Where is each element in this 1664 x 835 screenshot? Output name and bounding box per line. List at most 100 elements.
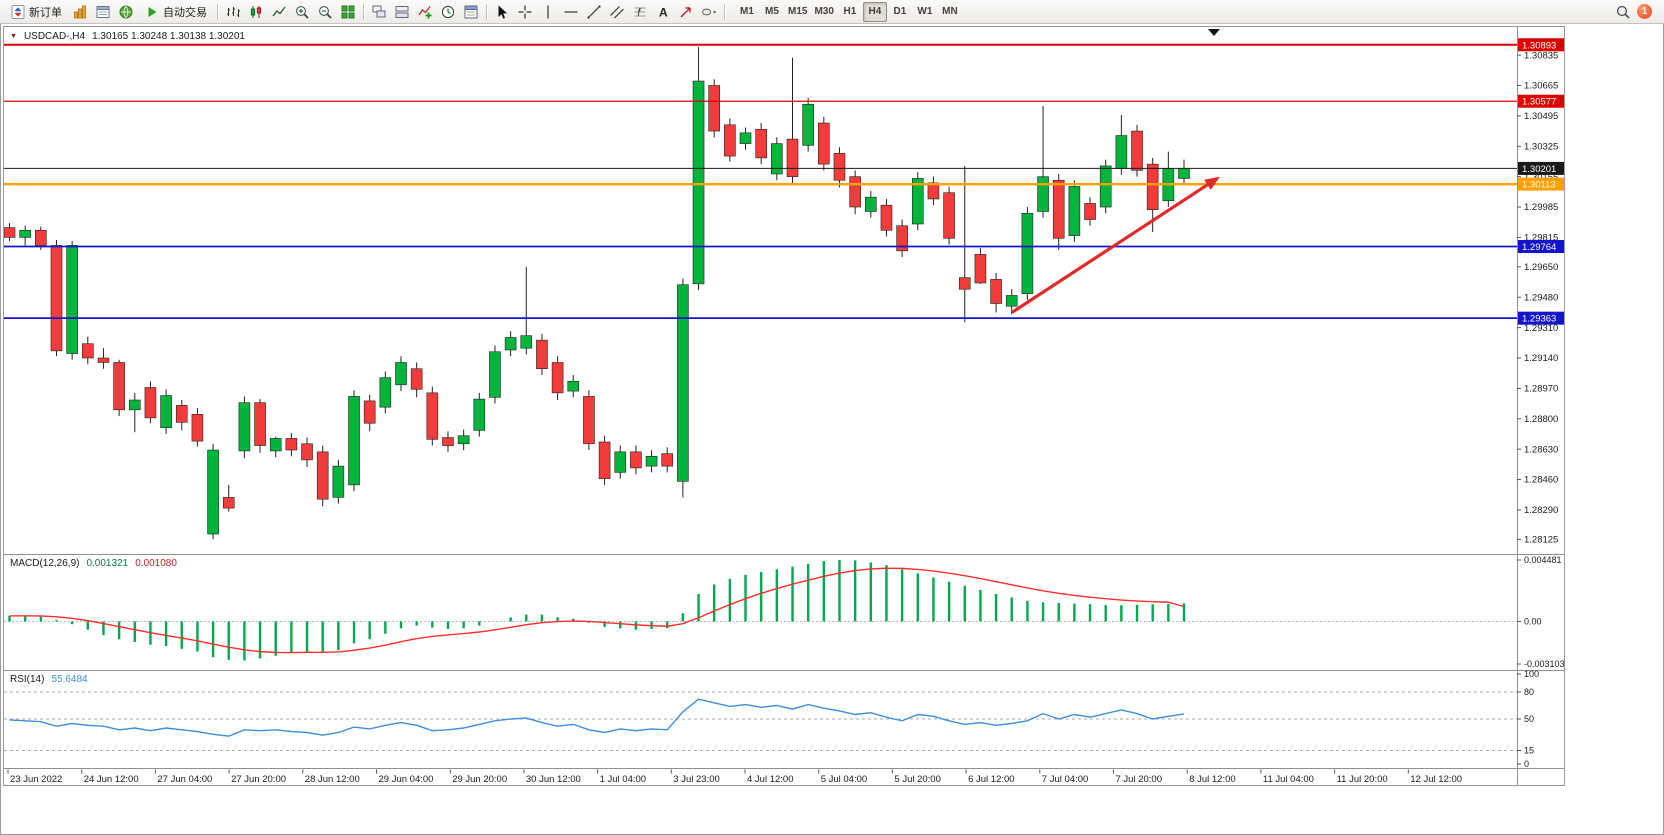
bull-candle <box>692 80 705 285</box>
time-tick-label: 12 Jul 12:00 <box>1410 774 1462 785</box>
svg-text:f: f <box>638 7 642 18</box>
timeframe-button-mn[interactable]: MN <box>938 2 962 22</box>
bar-chart-mode-button[interactable] <box>222 2 244 22</box>
timeframe-button-m30[interactable]: M30 <box>811 2 836 22</box>
timeframe-button-m1[interactable]: M1 <box>735 2 759 22</box>
time-tick-label: 6 Jul 12:00 <box>968 774 1014 785</box>
search-icon <box>1616 5 1630 19</box>
bear-candle <box>833 153 846 181</box>
cascade-icon <box>372 5 386 17</box>
bull-candle <box>238 402 251 452</box>
chart-shift-marker-icon[interactable] <box>1208 29 1220 36</box>
rsi-scale-label: 15 <box>1524 746 1534 756</box>
toolbar: 新订单 自动交易 <box>0 0 1664 24</box>
bear-candle <box>35 229 47 246</box>
timeframe-button-m15[interactable]: M15 <box>785 2 810 22</box>
toolbar-separator <box>217 3 218 20</box>
cascade-windows-button[interactable] <box>368 2 390 22</box>
bear-candle <box>50 245 63 352</box>
timeframe-button-h4[interactable]: H4 <box>862 1 887 22</box>
price-tick-label: 1.29480 <box>1524 292 1558 303</box>
timeframe-button-m5[interactable]: M5 <box>760 2 784 22</box>
trend-arrow[interactable] <box>1011 176 1220 314</box>
bear-candle <box>551 362 564 394</box>
fibonacci-tool-button[interactable]: f <box>629 2 651 22</box>
timeframe-button-h1[interactable]: H1 <box>838 2 862 22</box>
bull-candle <box>645 455 658 467</box>
zoom-in-icon <box>296 5 309 19</box>
bear-candle <box>97 357 110 363</box>
bear-candle <box>191 413 204 442</box>
candlestick-mode-button[interactable] <box>245 2 267 22</box>
community-button[interactable] <box>115 2 137 22</box>
market-watch-icon <box>96 5 110 18</box>
bear-candle <box>301 443 313 461</box>
line-chart-mode-button[interactable] <box>268 2 290 22</box>
tile-horizontal-icon <box>395 5 409 18</box>
price-tick-label: 1.30495 <box>1524 111 1558 122</box>
market-watch-button[interactable] <box>92 2 114 22</box>
time-tick-label: 5 Jul 20:00 <box>894 774 940 785</box>
trendline-icon <box>587 5 601 18</box>
toolbar-separator <box>363 3 364 20</box>
rsi-line <box>9 698 1185 737</box>
tile-windows-button[interactable] <box>337 2 359 22</box>
price-scale[interactable]: 1.30835 1.30665 1.30495 1.30325 1.30155 1.299… <box>1517 38 1564 546</box>
channel-icon <box>610 5 624 18</box>
notification-badge[interactable]: 1 <box>1637 4 1652 19</box>
bull-candle <box>1021 212 1034 294</box>
horizontal-lines[interactable] <box>4 43 1517 320</box>
timeframe-button-w1[interactable]: W1 <box>913 2 937 22</box>
horizontal-line-tool-button[interactable] <box>560 2 582 22</box>
zoom-out-button[interactable] <box>314 2 336 22</box>
time-tick-label: 29 Jun 20:00 <box>452 774 507 785</box>
rsi-panel: 100 80 50 15 0 <box>4 669 1539 769</box>
cursor-tool-button[interactable] <box>491 2 513 22</box>
charts-panel-button[interactable] <box>69 2 91 22</box>
templates-button[interactable] <box>460 2 482 22</box>
bull-candle <box>19 229 31 238</box>
timeframe-button-d1[interactable]: D1 <box>888 2 912 22</box>
bear-candle <box>943 192 955 239</box>
bear-candle <box>1084 203 1096 220</box>
auto-trading-button[interactable]: 自动交易 <box>138 2 213 22</box>
price-flag-1.29764 <box>1518 240 1564 254</box>
bear-candle <box>410 368 423 390</box>
chart-canvas[interactable]: 1.30835 1.30665 1.30495 1.30325 1.30155 1.299… <box>4 27 1564 785</box>
price-tick-label: 1.29815 <box>1524 233 1558 244</box>
bull-candle <box>379 377 392 408</box>
bear-candle <box>82 343 94 359</box>
periods-button[interactable] <box>437 2 459 22</box>
new-order-button[interactable]: 新订单 <box>4 2 68 22</box>
bull-candle <box>473 398 486 431</box>
globe-icon <box>119 5 133 18</box>
vertical-line-tool-button[interactable] <box>537 2 559 22</box>
text-tool-button[interactable]: A <box>652 2 674 22</box>
price-tick-label: 1.28460 <box>1524 475 1558 486</box>
rsi-scale-label: 100 <box>1524 669 1539 679</box>
indicators-button[interactable] <box>414 2 436 22</box>
bull-candle <box>911 178 924 225</box>
shapes-tool-button[interactable] <box>698 2 720 22</box>
search-button[interactable] <box>1612 2 1634 22</box>
time-axis[interactable]: 23 Jun 2022 24 Jun 12:00 27 Jun 04:00 27 Ju… <box>7 769 1462 786</box>
time-tick-label: 27 Jun 04:00 <box>157 774 212 785</box>
time-tick-label: 8 Jul 12:00 <box>1189 774 1235 785</box>
channel-tool-button[interactable] <box>606 2 628 22</box>
crosshair-tool-button[interactable] <box>514 2 536 22</box>
bear-candle <box>849 176 861 208</box>
zoom-in-button[interactable] <box>291 2 313 22</box>
horizontal-line-icon <box>564 10 578 13</box>
trendline-tool-button[interactable] <box>583 2 605 22</box>
tile-horizontal-button[interactable] <box>391 2 413 22</box>
price-tick-label: 1.30835 <box>1524 50 1558 61</box>
time-tick-label: 28 Jun 12:00 <box>305 774 360 785</box>
arrows-tool-button[interactable] <box>675 2 697 22</box>
price-flag-label: 1.30201 <box>1522 164 1556 175</box>
bear-candle <box>818 122 830 165</box>
bear-candle <box>285 438 298 451</box>
macd-scale-label: 0.00 <box>1524 617 1542 627</box>
bull-candle <box>864 196 877 212</box>
play-icon <box>148 6 157 17</box>
